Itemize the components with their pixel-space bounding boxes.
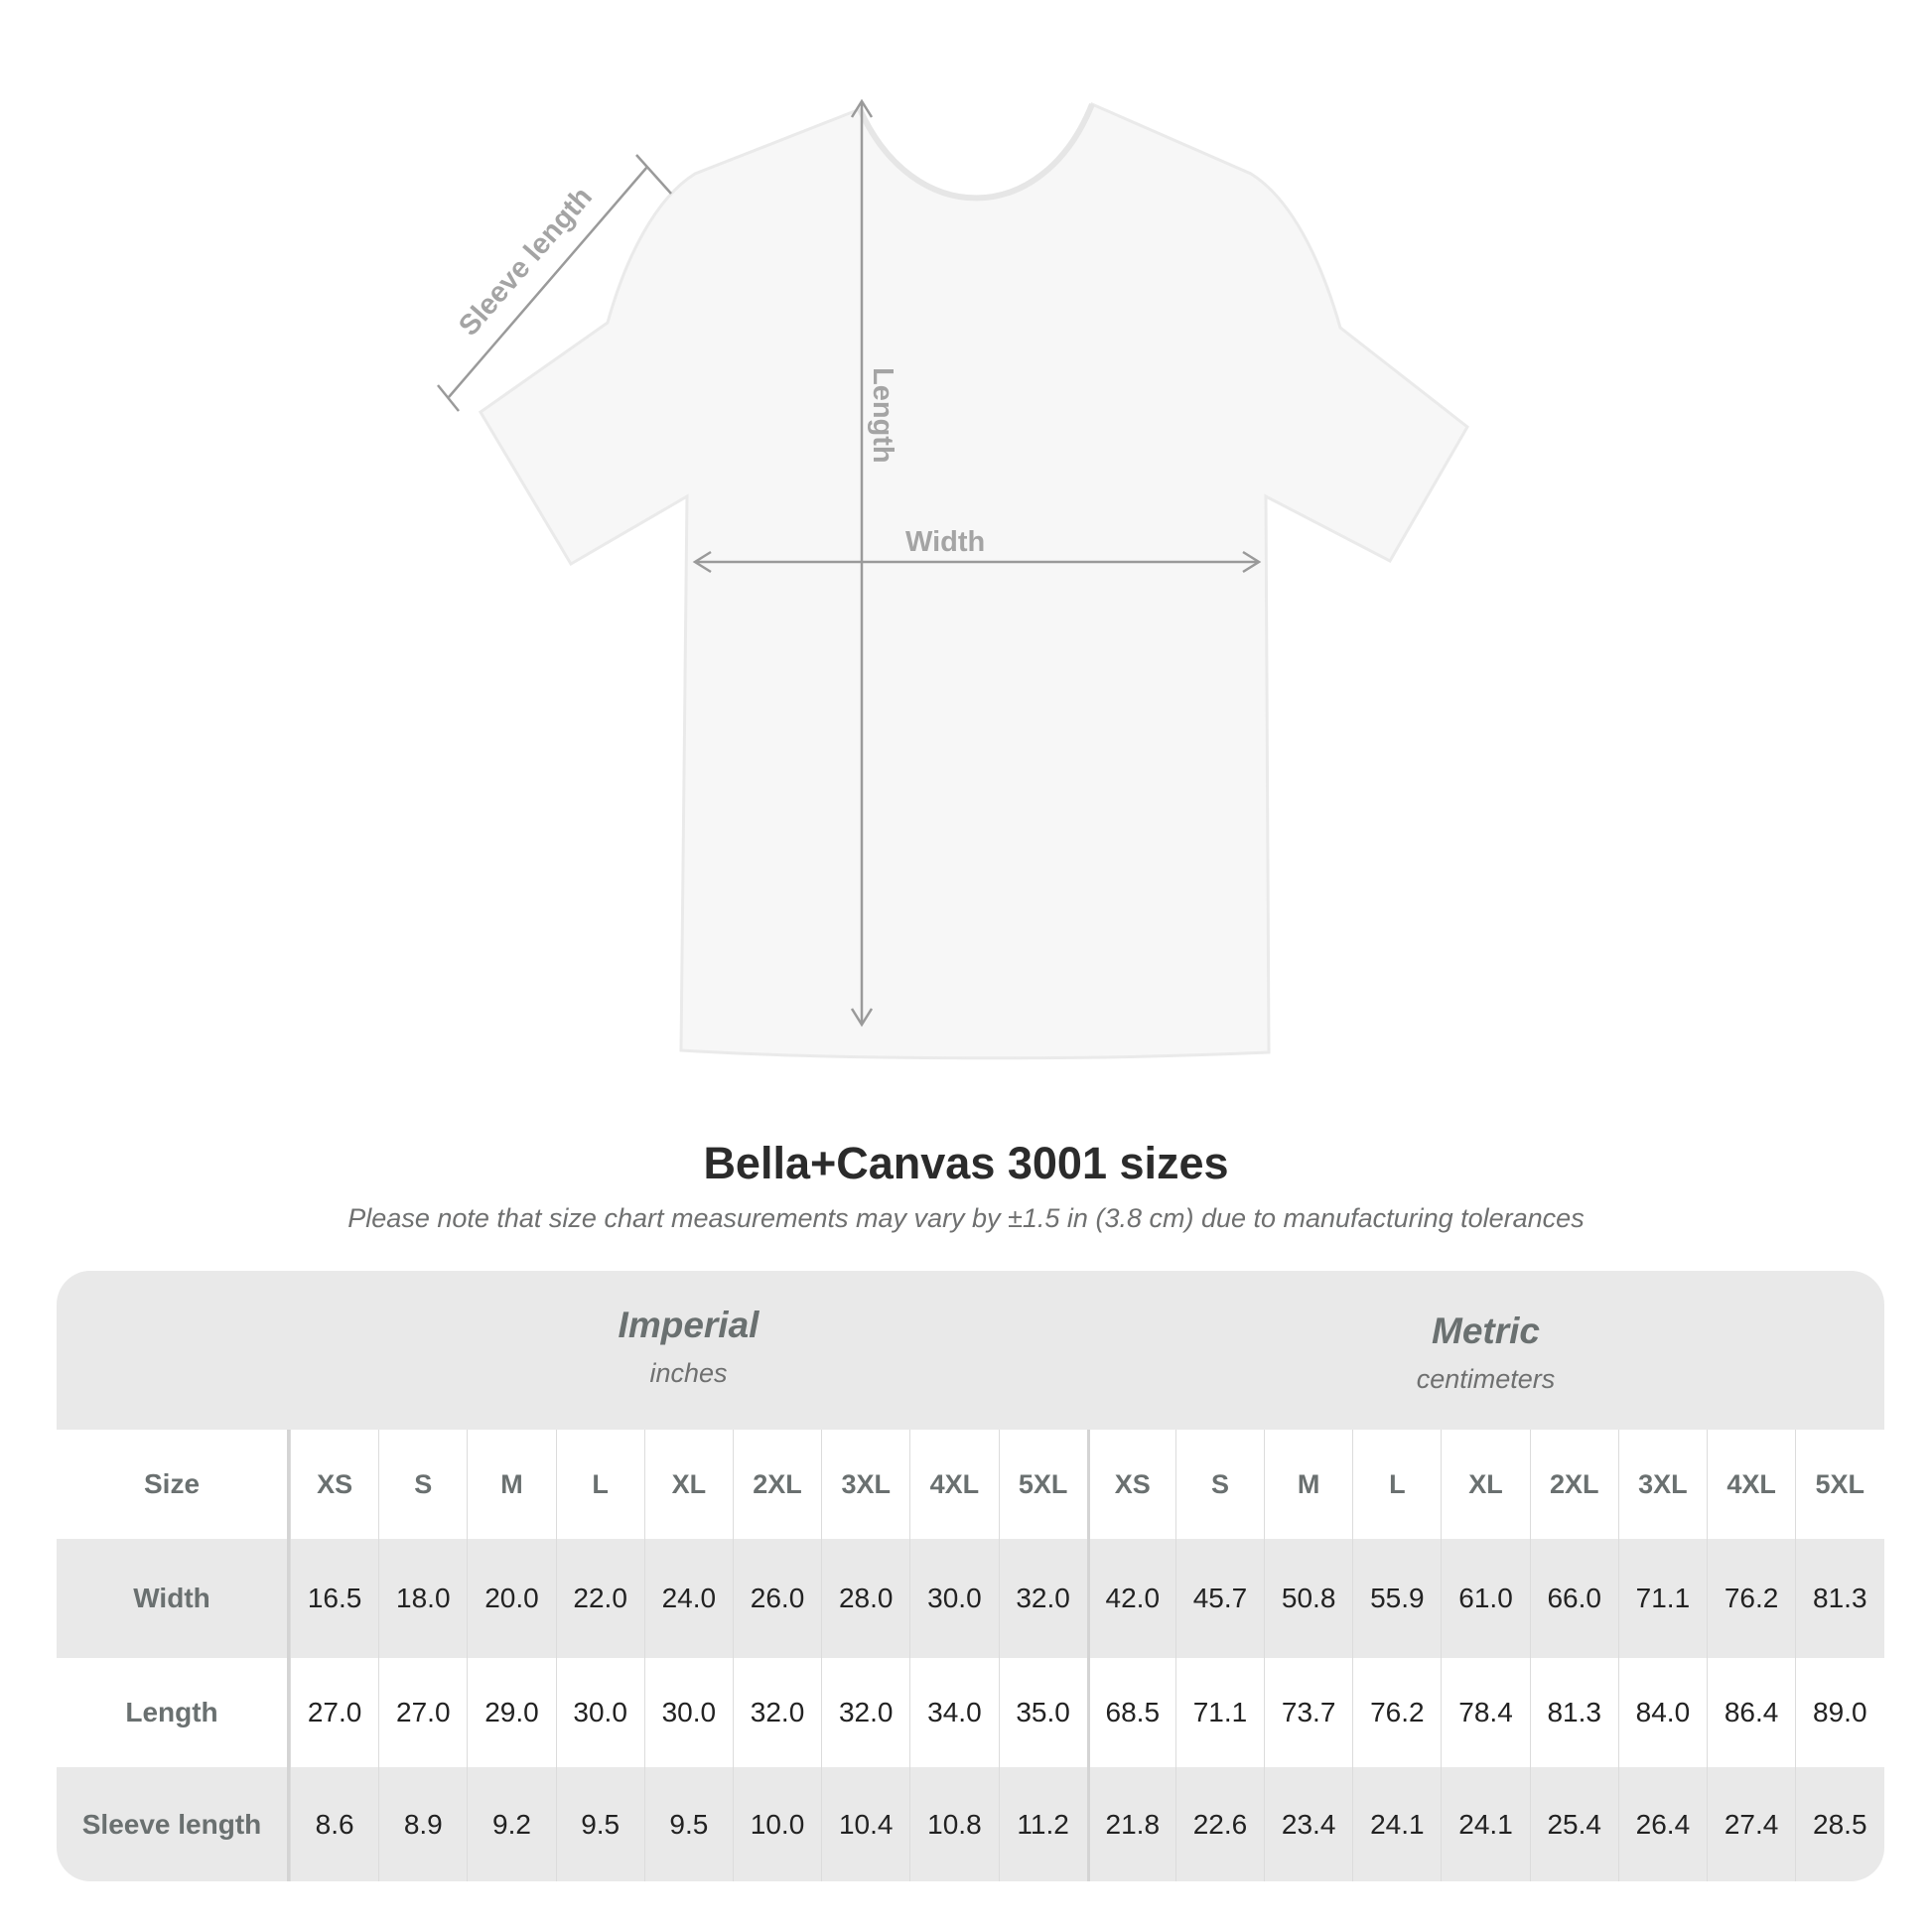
imperial-value: 26.0 <box>732 1539 821 1658</box>
imperial-size-5xl: 5XL <box>998 1430 1087 1539</box>
tolerance-note: Please note that size chart measurements… <box>347 1203 1585 1233</box>
unit-header: Imperial inches Metric centimeters <box>57 1271 1884 1430</box>
sleeve-length-label: Sleeve length <box>453 181 599 342</box>
metric-value: 61.0 <box>1441 1539 1529 1658</box>
imperial-size-3xl: 3XL <box>821 1430 909 1539</box>
metric-size-xs: XS <box>1086 1430 1175 1539</box>
imperial-size-4xl: 4XL <box>909 1430 998 1539</box>
metric-unit: centimeters <box>1416 1364 1556 1394</box>
row-label: Sleeve length <box>57 1767 290 1881</box>
tshirt-image <box>479 102 1469 1060</box>
metric-value: 45.7 <box>1174 1539 1264 1658</box>
imperial-size-xl: XL <box>643 1430 733 1539</box>
imperial-size-l: L <box>555 1430 644 1539</box>
tshirt-diagram: Sleeve length Length Width <box>437 98 1469 1060</box>
table-row: Length 27.0 27.0 29.0 30.0 30.0 32.0 32.0 34.0 35… <box>57 1658 1884 1767</box>
imperial-size-xs: XS <box>290 1430 378 1539</box>
imperial-value: 10.8 <box>909 1767 998 1881</box>
metric-value: 89.0 <box>1795 1658 1883 1767</box>
imperial-value: 28.0 <box>821 1539 909 1658</box>
imperial-unit: inches <box>649 1358 728 1388</box>
imperial-value: 30.0 <box>643 1658 733 1767</box>
imperial-value: 20.0 <box>467 1539 555 1658</box>
metric-size-3xl: 3XL <box>1617 1430 1707 1539</box>
imperial-value: 32.0 <box>821 1658 909 1767</box>
table-row: Width 16.5 18.0 20.0 22.0 24.0 26.0 28.0 30.0 32.… <box>57 1539 1884 1658</box>
imperial-value: 34.0 <box>909 1658 998 1767</box>
metric-header: Metric centimeters <box>1087 1311 1884 1395</box>
metric-value: 73.7 <box>1264 1658 1352 1767</box>
metric-title: Metric <box>1432 1311 1540 1351</box>
metric-value: 21.8 <box>1086 1767 1175 1881</box>
imperial-value: 9.2 <box>467 1767 555 1881</box>
width-label: Width <box>905 526 985 558</box>
size-table: Imperial inches Metric centimeters Size X… <box>57 1271 1884 1881</box>
imperial-value: 24.0 <box>643 1539 733 1658</box>
imperial-value: 10.0 <box>732 1767 821 1881</box>
metric-size-l: L <box>1352 1430 1441 1539</box>
metric-value: 50.8 <box>1264 1539 1352 1658</box>
metric-value: 24.1 <box>1441 1767 1529 1881</box>
metric-value: 22.6 <box>1174 1767 1264 1881</box>
row-label: Length <box>57 1658 290 1767</box>
imperial-header: Imperial inches <box>290 1305 1087 1389</box>
imperial-value: 27.0 <box>290 1658 378 1767</box>
metric-value: 76.2 <box>1352 1658 1441 1767</box>
length-label: Length <box>867 367 898 464</box>
metric-value: 27.4 <box>1707 1767 1795 1881</box>
imperial-value: 8.9 <box>378 1767 467 1881</box>
imperial-value: 8.6 <box>290 1767 378 1881</box>
metric-value: 24.1 <box>1352 1767 1441 1881</box>
imperial-title: Imperial <box>618 1305 759 1345</box>
metric-value: 71.1 <box>1174 1658 1264 1767</box>
metric-size-4xl: 4XL <box>1707 1430 1795 1539</box>
metric-value: 78.4 <box>1441 1658 1529 1767</box>
imperial-size-2xl: 2XL <box>732 1430 821 1539</box>
metric-value: 81.3 <box>1529 1658 1618 1767</box>
imperial-value: 35.0 <box>998 1658 1087 1767</box>
imperial-value: 9.5 <box>555 1767 644 1881</box>
row-label: Width <box>57 1539 290 1658</box>
metric-value: 68.5 <box>1086 1658 1175 1767</box>
imperial-size-s: S <box>378 1430 467 1539</box>
metric-value: 28.5 <box>1795 1767 1883 1881</box>
metric-value: 26.4 <box>1617 1767 1707 1881</box>
imperial-value: 30.0 <box>555 1658 644 1767</box>
metric-size-2xl: 2XL <box>1529 1430 1618 1539</box>
metric-value: 71.1 <box>1617 1539 1707 1658</box>
metric-value: 76.2 <box>1707 1539 1795 1658</box>
size-label: Size <box>57 1430 290 1539</box>
metric-value: 23.4 <box>1264 1767 1352 1881</box>
metric-value: 55.9 <box>1352 1539 1441 1658</box>
measure-lines <box>437 98 1262 1028</box>
imperial-value: 11.2 <box>998 1767 1087 1881</box>
metric-size-s: S <box>1174 1430 1264 1539</box>
imperial-value: 32.0 <box>732 1658 821 1767</box>
metric-value: 42.0 <box>1086 1539 1175 1658</box>
size-header-row: Size XS S M L XL 2XL 3XL 4XL 5XL XS S M L XL 2XL 3XL 4XL 5… <box>57 1430 1884 1539</box>
metric-size-5xl: 5XL <box>1795 1430 1883 1539</box>
metric-value: 66.0 <box>1529 1539 1618 1658</box>
imperial-value: 27.0 <box>378 1658 467 1767</box>
imperial-value: 9.5 <box>643 1767 733 1881</box>
chart-title: Bella+Canvas 3001 sizes <box>703 1138 1229 1188</box>
imperial-value: 10.4 <box>821 1767 909 1881</box>
imperial-value: 18.0 <box>378 1539 467 1658</box>
table-row: Sleeve length 8.6 8.9 9.2 9.5 9.5 10.0 10.4 10.8… <box>57 1767 1884 1881</box>
metric-value: 86.4 <box>1707 1658 1795 1767</box>
imperial-size-m: M <box>467 1430 555 1539</box>
metric-value: 25.4 <box>1529 1767 1618 1881</box>
imperial-value: 22.0 <box>555 1539 644 1658</box>
imperial-value: 32.0 <box>998 1539 1087 1658</box>
metric-size-m: M <box>1264 1430 1352 1539</box>
metric-value: 84.0 <box>1617 1658 1707 1767</box>
imperial-value: 29.0 <box>467 1658 555 1767</box>
metric-value: 81.3 <box>1795 1539 1883 1658</box>
metric-size-xl: XL <box>1441 1430 1529 1539</box>
imperial-value: 30.0 <box>909 1539 998 1658</box>
imperial-value: 16.5 <box>290 1539 378 1658</box>
